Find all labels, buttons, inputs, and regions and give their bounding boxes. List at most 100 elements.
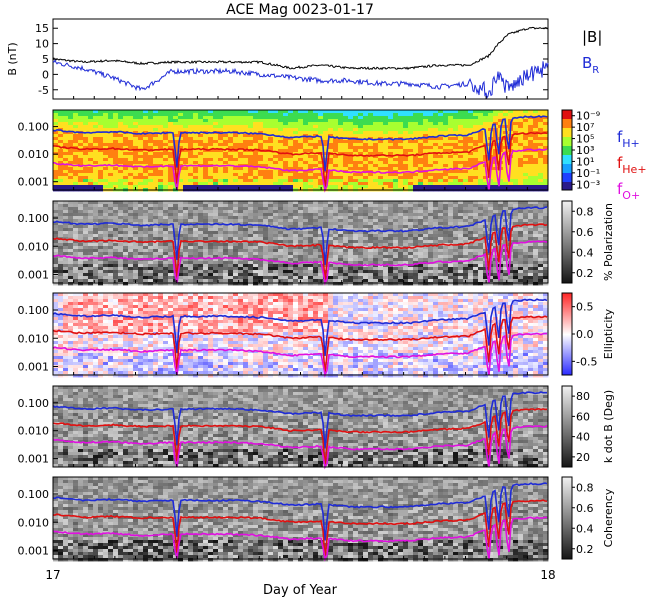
- heatmap-cell: [53, 134, 59, 138]
- heatmap-cell: [458, 161, 464, 165]
- legend-b-r: BR: [582, 54, 599, 76]
- heatmap-cell: [118, 179, 124, 183]
- heatmap-cell: [228, 279, 234, 283]
- heatmap-cell: [138, 110, 144, 114]
- heatmap-cell: [433, 125, 439, 129]
- heatmap-cell: [293, 182, 299, 186]
- heatmap-cell: [538, 140, 544, 144]
- heatmap-cell: [283, 185, 289, 189]
- heatmap-cell: [238, 216, 244, 220]
- heatmap-cell: [363, 155, 369, 159]
- heatmap-cell: [438, 131, 444, 135]
- heatmap-cell: [543, 143, 549, 147]
- heatmap-cell: [253, 179, 259, 183]
- heatmap-cell: [288, 210, 294, 214]
- heatmap-cell: [63, 243, 69, 247]
- heatmap-cell: [368, 161, 374, 165]
- heatmap-cell: [128, 158, 134, 162]
- heatmap-cell: [473, 173, 479, 177]
- y-tick-label: 0.100: [18, 121, 50, 134]
- heatmap-cell: [88, 219, 94, 223]
- heatmap-cell: [88, 125, 94, 129]
- heatmap-cell: [528, 170, 534, 174]
- heatmap-cell: [208, 210, 214, 214]
- heatmap-cell: [453, 122, 459, 126]
- heatmap-cell: [98, 258, 104, 262]
- heatmap-cell: [393, 146, 399, 150]
- heatmap-cell: [468, 173, 474, 177]
- heatmap-cell: [218, 255, 224, 259]
- heatmap-cell: [353, 201, 359, 205]
- heatmap-cell: [533, 125, 539, 129]
- heatmap-cell: [243, 249, 249, 253]
- heatmap-cell: [113, 225, 119, 229]
- heatmap-cell: [293, 279, 299, 283]
- heatmap-cell: [218, 246, 224, 250]
- heatmap-cell: [373, 276, 379, 280]
- heatmap-cell: [318, 276, 324, 280]
- heatmap-cell: [283, 137, 289, 141]
- heatmap-cell: [163, 249, 169, 253]
- heatmap-cell: [273, 213, 279, 217]
- heatmap-cell: [108, 137, 114, 141]
- heatmap-cell: [483, 119, 489, 123]
- heatmap-cell: [233, 282, 239, 286]
- heatmap-cell: [498, 179, 504, 183]
- heatmap-cell: [93, 155, 99, 159]
- heatmap-cell: [123, 252, 129, 256]
- heatmap-cell: [513, 170, 519, 174]
- heatmap-cell: [253, 252, 259, 256]
- heatmap-cell: [78, 225, 84, 229]
- heatmap-cell: [393, 176, 399, 180]
- heatmap-cell: [148, 116, 154, 120]
- heatmap-cell: [118, 170, 124, 174]
- heatmap-cell: [228, 210, 234, 214]
- heatmap-cell: [348, 173, 354, 177]
- heatmap-cell: [388, 240, 394, 244]
- heatmap-cell: [108, 122, 114, 126]
- heatmap-cell: [288, 137, 294, 141]
- heatmap-cell: [208, 234, 214, 238]
- heatmap-cell: [328, 255, 334, 259]
- heatmap-cell: [338, 182, 344, 186]
- heatmap-cell: [353, 258, 359, 262]
- heatmap-cell: [443, 164, 449, 168]
- heatmap-cell: [438, 146, 444, 150]
- heatmap-cell: [388, 185, 394, 189]
- heatmap-cell: [468, 170, 474, 174]
- heatmap-cell: [258, 179, 264, 183]
- heatmap-cell: [518, 182, 524, 186]
- heatmap-cell: [278, 116, 284, 120]
- heatmap-cell: [363, 261, 369, 265]
- heatmap-cell: [283, 282, 289, 286]
- heatmap-cell: [313, 128, 319, 132]
- heatmap-cell: [478, 113, 484, 117]
- heatmap-cell: [368, 176, 374, 180]
- colorbar-step: [562, 125, 572, 127]
- heatmap-cell: [233, 134, 239, 138]
- heatmap-cell: [363, 282, 369, 286]
- heatmap-cell: [278, 179, 284, 183]
- heatmap-cell: [338, 149, 344, 153]
- heatmap-cell: [183, 258, 189, 262]
- heatmap-cell: [403, 161, 409, 165]
- heatmap-cell: [173, 216, 179, 220]
- heatmap-cell: [448, 125, 454, 129]
- heatmap-cell: [203, 276, 209, 280]
- heatmap-cell: [438, 273, 444, 277]
- heatmap-cell: [283, 264, 289, 268]
- heatmap-cell: [148, 237, 154, 241]
- heatmap-cell: [423, 234, 429, 238]
- heatmap-cell: [178, 146, 184, 150]
- heatmap-cell: [143, 267, 149, 271]
- heatmap-cell: [288, 119, 294, 123]
- heatmap-cell: [278, 128, 284, 132]
- heatmap-cell: [223, 167, 229, 171]
- heatmap-cell: [433, 276, 439, 280]
- heatmap-cell: [398, 179, 404, 183]
- heatmap-cell: [93, 116, 99, 120]
- heatmap-cell: [368, 119, 374, 123]
- heatmap-cell: [423, 113, 429, 117]
- heatmap-cell: [423, 167, 429, 171]
